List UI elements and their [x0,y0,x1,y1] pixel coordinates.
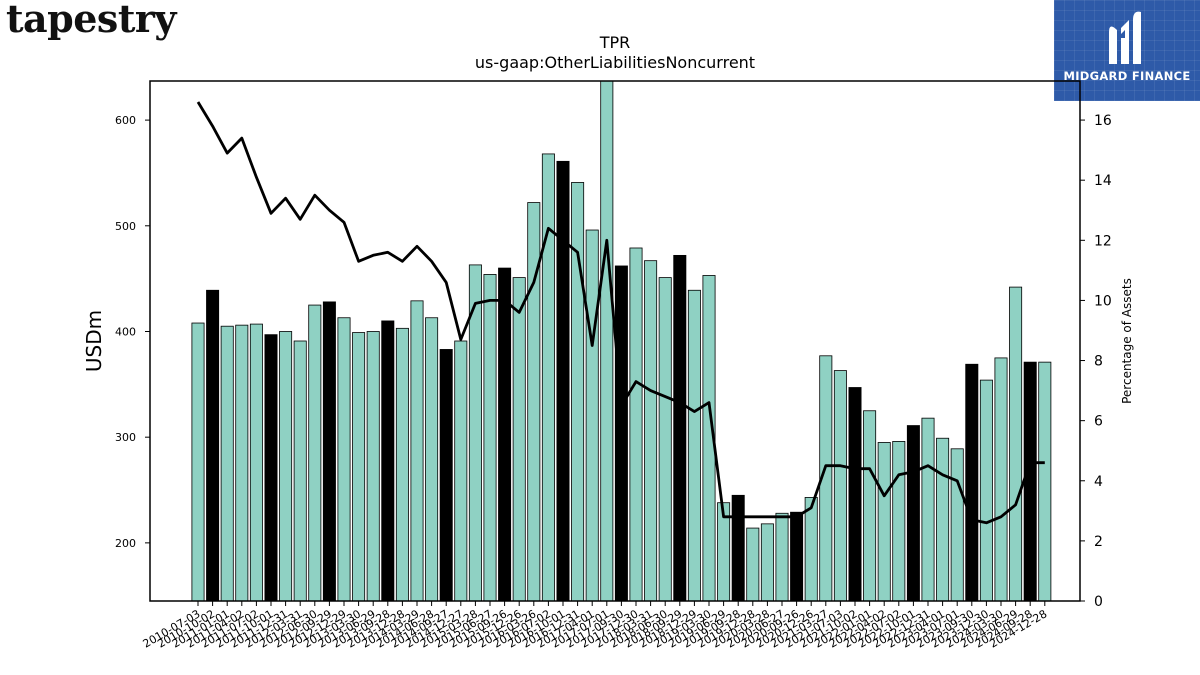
bar-2017-07-01 [600,80,614,602]
badge-label: MIDGARD FINANCE [1063,69,1191,83]
bar-2015-06-27 [483,274,497,602]
bar-2017-04-01 [585,229,599,602]
bar-2017-12-30 [629,247,643,602]
x-axis: 2010-07-032010-10-022011-01-012011-04-02… [141,601,1049,651]
bar-2023-07-01 [950,448,964,602]
bar-2011-04-02 [235,324,249,602]
bar-2011-10-01 [264,334,278,602]
bar-2010-10-02 [206,289,220,602]
bar-2020-03-28 [760,523,774,602]
bar-2018-12-29 [687,289,701,602]
y2-tick-label: 16 [1094,113,1112,129]
bar-2012-06-30 [308,304,322,602]
brand-logo: tapestry [6,0,176,41]
percentage-line [196,101,1045,525]
bar-2023-04-01 [936,437,950,602]
y2-tick-label: 14 [1094,173,1112,189]
bar-2015-12-26 [512,277,526,602]
bar-2015-09-26 [498,267,512,602]
bar-2024-12-28 [1038,361,1052,602]
y2-axis-label: Percentage of Assets [1120,278,1134,404]
y-tick-label: 200 [115,537,136,550]
bar-2022-12-31 [921,417,935,602]
bar-2011-07-02 [249,323,263,602]
bar-2021-07-03 [833,370,847,602]
bar-2013-12-28 [395,327,409,602]
y2-tick-label: 12 [1094,233,1112,249]
bar-layer [191,80,1052,602]
y2-tick-label: 6 [1094,414,1103,430]
bar-2010-07-03 [191,322,205,602]
y-axis-left: 200 300 400 500 600 [115,114,150,550]
y2-tick-label: 4 [1094,474,1103,490]
bar-2011-01-01 [220,325,234,602]
bar-2017-09-30 [614,265,628,602]
y2-tick-label: 0 [1094,594,1103,610]
bar-2014-06-28 [425,317,439,602]
bar-2013-06-29 [366,331,380,602]
bar-2022-07-02 [892,441,906,602]
y-tick-label: 500 [115,220,136,233]
bar-2013-09-28 [381,320,395,602]
y2-tick-label: 2 [1094,534,1103,550]
bar-2022-04-02 [877,442,891,602]
bar-2016-07-02 [541,153,555,602]
bar-2019-12-28 [746,527,760,602]
bar-2024-06-29 [1009,286,1023,602]
bar-2016-10-01 [556,160,570,602]
bar-2012-03-31 [293,340,307,602]
bar-2018-09-29 [673,254,687,602]
bar-2022-01-01 [863,410,877,602]
bar-2022-10-01 [906,425,920,602]
y-tick-label: 300 [115,431,136,444]
bar-2020-12-26 [804,497,818,602]
bar-2013-03-30 [352,332,366,602]
chart-subtitle: us-gaap:OtherLiabilitiesNoncurrent [475,53,755,72]
bar-2024-03-30 [994,357,1008,602]
bar-2012-09-29 [322,301,336,602]
bar-2014-12-27 [454,340,468,602]
y-tick-label: 400 [115,325,136,338]
y-tick-label: 600 [115,114,136,127]
bar-2014-03-29 [410,300,424,602]
plot-frame [149,80,1081,602]
y-axis-right: 0 2 4 6 8 10 12 14 16 [1080,113,1112,610]
bar-2011-12-31 [279,331,293,602]
chart-title: TPR [599,33,631,52]
midgard-logo-icon [1109,11,1141,65]
bar-2023-12-30 [979,379,993,602]
y-axis-label: USDm [82,310,106,372]
y2-tick-label: 8 [1094,354,1103,370]
bar-2018-03-31 [644,260,658,602]
bar-2019-09-28 [731,494,745,602]
bar-2024-09-28 [1023,361,1037,602]
bar-2020-06-27 [775,512,789,602]
bar-2018-06-30 [658,277,672,602]
bar-2016-12-31 [571,182,585,602]
bar-2023-09-30 [965,363,979,602]
midgard-finance-badge: MIDGARD FINANCE [1054,0,1200,101]
bar-2012-12-29 [337,317,351,602]
bar-2021-10-02 [848,387,862,602]
bar-2020-09-26 [790,511,804,602]
bar-2014-09-27 [439,349,453,602]
y2-tick-label: 10 [1094,293,1112,309]
